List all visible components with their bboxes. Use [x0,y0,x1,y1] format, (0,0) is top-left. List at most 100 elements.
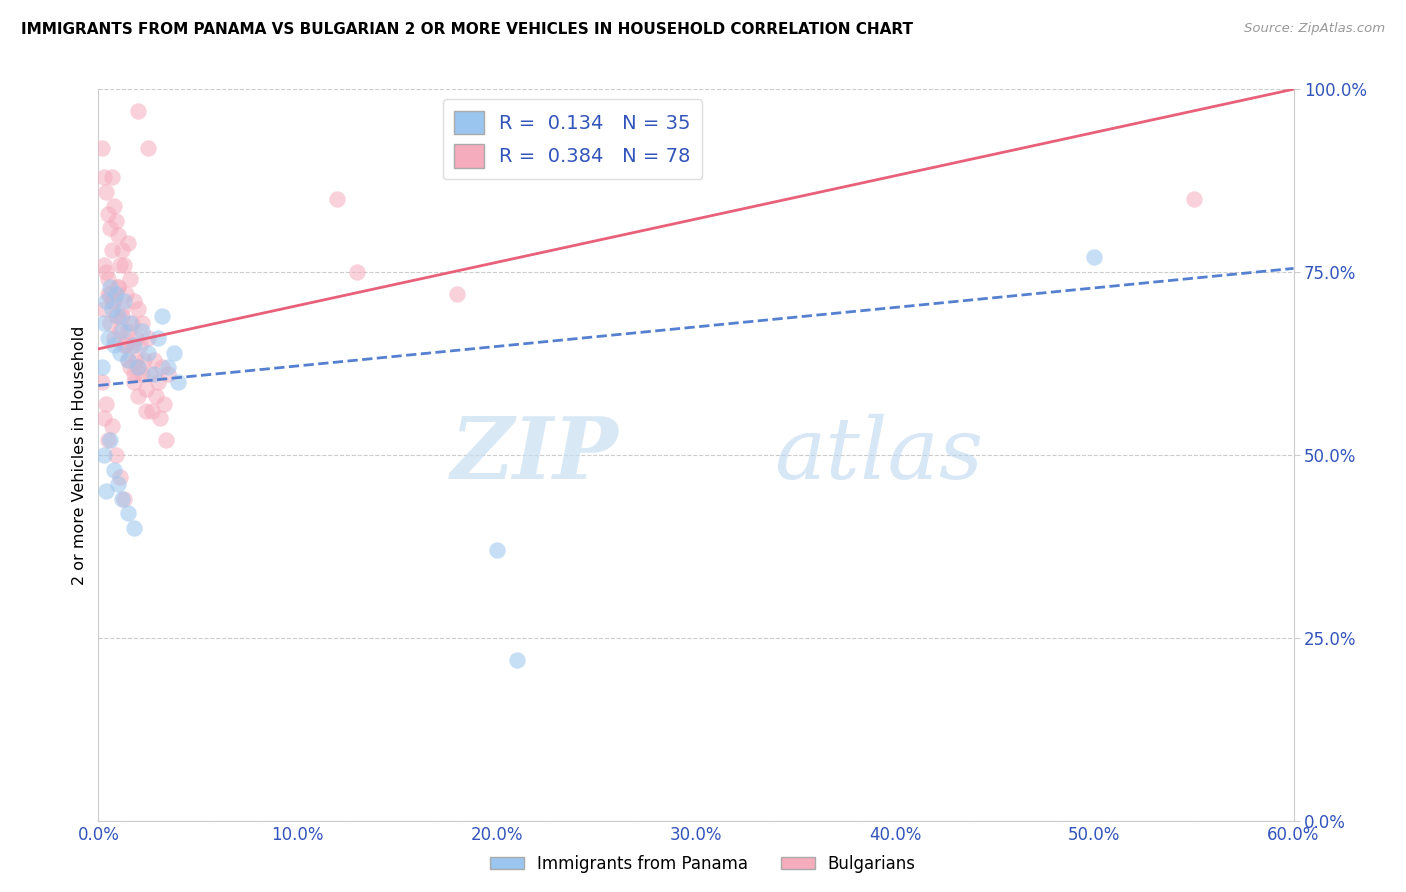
Point [97,434,120,448]
Point [107,228,129,243]
Point [91,141,114,155]
Point [101,418,124,433]
Point [127,104,149,119]
Point [98,316,122,330]
Point [98,434,122,448]
Point [105,287,128,301]
Point [112,258,135,272]
Point [127,360,149,375]
Point [107,279,129,293]
Point [91,360,114,375]
Point [103,331,125,345]
Point [105,448,128,462]
Point [326,192,349,206]
Point [127,301,149,316]
Point [485,543,508,558]
Point [97,272,120,286]
Point [153,397,176,411]
Point [96,294,118,309]
Point [105,214,128,228]
Point [131,324,153,338]
Point [121,338,143,352]
Point [157,360,180,375]
Point [148,375,170,389]
Point [446,287,468,301]
Point [96,397,118,411]
Point [93,258,115,272]
Text: IMMIGRANTS FROM PANAMA VS BULGARIAN 2 OR MORE VEHICLES IN HOUSEHOLD CORRELATION : IMMIGRANTS FROM PANAMA VS BULGARIAN 2 OR… [21,22,912,37]
Point [91,375,114,389]
Point [110,324,132,338]
Point [93,448,115,462]
Point [129,338,152,352]
Point [97,206,120,220]
Legend: Immigrants from Panama, Bulgarians: Immigrants from Panama, Bulgarians [484,848,922,880]
Point [346,265,368,279]
Point [135,382,157,396]
Point [112,294,135,309]
Point [127,360,149,375]
Point [93,301,115,316]
Point [111,243,134,257]
Point [117,235,139,250]
Point [96,484,118,499]
Point [120,360,142,375]
Point [149,411,172,425]
Point [93,169,115,184]
Legend: R =  0.134   N = 35, R =  0.384   N = 78: R = 0.134 N = 35, R = 0.384 N = 78 [443,99,703,179]
Point [105,309,128,323]
Point [98,287,122,301]
Point [115,338,138,352]
Point [167,375,190,389]
Point [112,338,135,352]
Text: Source: ZipAtlas.com: Source: ZipAtlas.com [1244,22,1385,36]
Point [93,411,115,425]
Point [93,316,115,330]
Point [110,258,132,272]
Point [110,470,132,484]
Point [124,294,146,309]
Point [163,345,186,359]
Point [111,309,134,323]
Point [98,279,122,293]
Y-axis label: 2 or more Vehicles in Household: 2 or more Vehicles in Household [72,326,87,584]
Point [124,521,146,535]
Point [136,345,159,359]
Point [157,368,180,382]
Point [148,331,170,345]
Point [139,368,162,382]
Point [124,338,146,352]
Point [143,352,166,367]
Point [98,221,122,235]
Point [136,331,159,345]
Point [103,338,125,352]
Point [125,331,148,345]
Point [124,375,146,389]
Point [97,287,120,301]
Point [97,331,120,345]
Point [121,316,143,330]
Point [101,243,124,257]
Point [117,324,139,338]
Point [107,279,129,293]
Point [111,491,134,506]
Point [150,309,173,323]
Point [111,301,134,316]
Point [103,294,125,309]
Point [124,368,146,382]
Point [117,352,139,367]
Point [145,389,167,403]
Point [135,404,157,418]
Point [103,462,125,476]
Point [103,199,125,213]
Point [143,368,166,382]
Point [101,294,124,309]
Point [141,404,163,418]
Point [125,352,148,367]
Point [120,272,142,286]
Point [112,491,135,506]
Point [96,265,118,279]
Point [107,477,129,491]
Point [115,287,138,301]
Point [117,507,139,521]
